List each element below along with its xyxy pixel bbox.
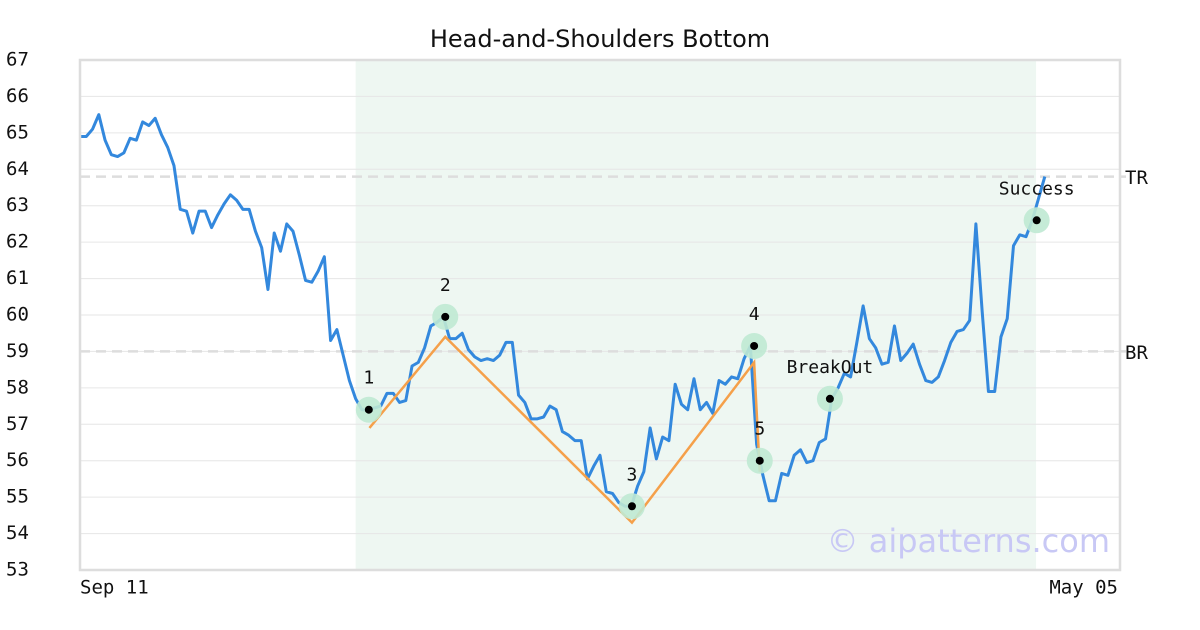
point-label: 1	[363, 368, 374, 389]
point-label: 5	[754, 419, 765, 440]
point-dot	[364, 405, 373, 414]
point-label: 2	[440, 275, 451, 296]
y-tick-label: 61	[6, 267, 29, 289]
y-tick-label: 55	[6, 486, 29, 508]
point-label: 3	[627, 464, 638, 485]
plot-frame	[78, 58, 1122, 572]
point-label: 4	[749, 304, 760, 325]
point-dot	[750, 341, 759, 350]
y-tick-label: 57	[6, 413, 29, 435]
pattern-line	[368, 335, 762, 525]
point-dot	[627, 502, 636, 511]
x-tick-label: May 05	[1049, 577, 1118, 599]
reference-label: TR	[1125, 167, 1148, 189]
point-dot	[1032, 216, 1041, 225]
chart-title: Head-and-Shoulders Bottom	[430, 25, 770, 53]
x-tick-label: Sep 11	[80, 577, 149, 599]
point-label: Success	[999, 178, 1075, 199]
y-tick-label: 59	[6, 340, 29, 362]
point-label: BreakOut	[787, 357, 874, 378]
y-tick-label: 60	[6, 304, 29, 326]
point-dot	[825, 394, 834, 403]
y-tick-label: 63	[6, 194, 29, 216]
y-tick-label: 53	[6, 559, 29, 581]
point-dot	[755, 456, 764, 465]
point-dot	[441, 312, 450, 321]
y-tick-label: 54	[6, 522, 29, 544]
y-tick-label: 65	[6, 121, 29, 143]
reference-label: BR	[1125, 342, 1148, 364]
y-tick-label: 56	[6, 449, 29, 471]
y-tick-label: 58	[6, 376, 29, 398]
watermark: © aipatterns.com	[827, 522, 1110, 560]
price-line	[80, 113, 1047, 508]
y-tick-label: 64	[6, 158, 29, 180]
y-tick-label: 66	[6, 85, 29, 107]
y-tick-label: 62	[6, 231, 29, 253]
y-tick-label: 67	[6, 49, 29, 71]
